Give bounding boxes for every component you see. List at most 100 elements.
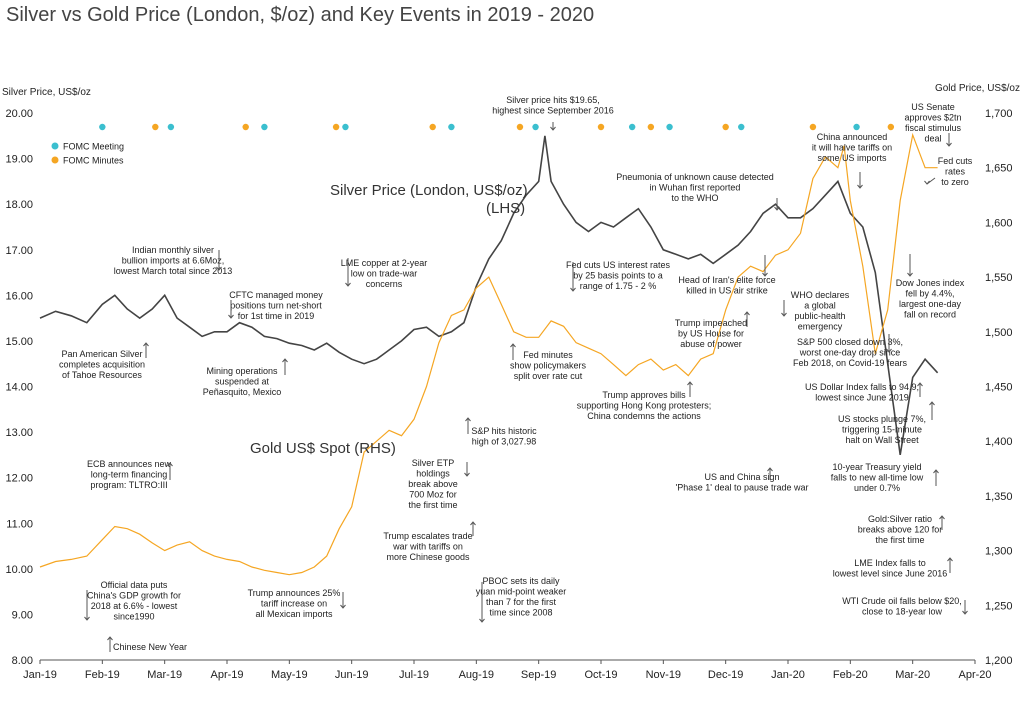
fomc-meeting-dot	[738, 123, 745, 131]
event-arrow-head	[550, 126, 556, 131]
event-annotation: Pan American Silver completes acquisition…	[59, 349, 145, 380]
event-annotation-line: by US House for	[678, 329, 744, 339]
event-arrow-head	[946, 142, 952, 147]
silver-series-label-line1: Silver Price (London, US$/oz)	[330, 182, 528, 199]
fomc-meeting-dot	[532, 123, 539, 131]
event-annotation-line: Fed cuts US interest rates	[566, 260, 671, 270]
x-tick-label: Feb-19	[85, 669, 120, 681]
event-arrow-head	[857, 184, 863, 189]
right-tick-label: 1,400	[985, 436, 1013, 448]
event-annotation-line: a global	[804, 301, 836, 311]
event-arrow-head	[962, 610, 968, 615]
event-annotation-line: Fed minutes	[523, 350, 573, 360]
fomc-minutes-dot	[516, 123, 524, 131]
event-annotation: US Dollar Index falls to 94.9, lowest sin…	[805, 382, 919, 403]
event-annotation-line: by 25 basis points to a	[573, 271, 663, 281]
event-annotation-line: in Wuhan first reported	[650, 183, 741, 193]
event-annotation-line: triggering 15-minute	[842, 425, 922, 435]
event-annotation-line: CFTC managed money	[229, 290, 323, 300]
event-arrow-head	[470, 521, 476, 526]
event-annotation: PBOC sets its daily yuan mid-point weaker…	[476, 576, 567, 618]
event-annotation: China announced it will halve tariffs on s…	[812, 132, 892, 163]
fomc-minutes-dot	[722, 123, 729, 131]
event-annotation-line: fall on record	[904, 310, 956, 320]
right-tick-label: 1,650	[985, 163, 1013, 175]
event-annotation-line: it will halve tariffs on	[812, 143, 892, 153]
event-annotation-line: US Dollar Index falls to 94.9,	[805, 382, 919, 392]
event-annotation-line: China's GDP growth for	[87, 591, 181, 601]
event-annotation-line: highest since September 2016	[492, 106, 614, 116]
event-arrow-head	[479, 618, 485, 623]
event-annotation-line: Official data puts	[101, 580, 168, 590]
event-arrow-head	[774, 206, 780, 211]
event-arrow-head	[781, 312, 787, 317]
event-annotation-line: yuan mid-point weaker	[476, 587, 567, 597]
event-annotation-line: to the WHO	[671, 193, 718, 203]
fomc-meeting-dot	[666, 123, 673, 131]
x-tick-label: May-19	[271, 669, 308, 681]
event-annotation-line: split over rate cut	[514, 371, 583, 381]
event-arrow-head	[345, 282, 351, 287]
right-tick-label: 1,700	[985, 108, 1013, 120]
event-annotation-line: since1990	[113, 612, 154, 622]
event-arrow-head	[917, 382, 923, 387]
event-arrow-head	[924, 180, 930, 185]
event-annotation-line: approves $2tn	[904, 113, 961, 123]
x-tick-label: Oct-19	[584, 669, 617, 681]
event-annotation-line: rates	[945, 167, 966, 177]
left-tick-label: 19.00	[5, 154, 33, 166]
right-tick-label: 1,550	[985, 272, 1013, 284]
event-annotation-line: 2018 at 6.6% - lowest	[91, 601, 178, 611]
event-arrow-head	[570, 287, 576, 292]
event-annotation-line: Head of Iran's elite force	[678, 275, 775, 285]
event-annotation-line: program: TLTRO:III	[90, 480, 167, 490]
event-annotation-line: US and China sign	[704, 472, 779, 482]
event-arrow-head	[687, 381, 693, 386]
event-annotation-line: all Mexican imports	[255, 609, 333, 619]
fomc-meeting-dot	[261, 123, 268, 131]
event-arrow-head	[886, 348, 892, 353]
event-annotation: CFTC managed money positions turn net-sho…	[229, 290, 323, 321]
event-arrow-head	[510, 343, 516, 348]
event-annotation-line: breaks above 120 for	[858, 525, 943, 535]
event-annotation-line: completes acquisition	[59, 360, 145, 370]
fomc-meeting-dot	[99, 123, 106, 131]
event-annotation-line: Pan American Silver	[61, 349, 142, 359]
left-axis-label: Silver Price, US$/oz	[2, 87, 91, 98]
event-arrow-head	[167, 462, 173, 467]
event-annotation-line: the first time	[408, 500, 457, 510]
legend-marker	[51, 142, 59, 150]
fomc-minutes-dot	[887, 123, 895, 131]
event-annotation: 10-year Treasury yield falls to new all-t…	[831, 462, 924, 493]
event-annotation-line: under 0.7%	[854, 483, 900, 493]
event-annotation: US and China sign 'Phase 1' deal to pause…	[675, 472, 808, 493]
event-annotation-line: of Tahoe Resources	[62, 370, 142, 380]
event-annotation-line: fell by 4.4%,	[905, 289, 954, 299]
event-annotation: Trump impeached by US House for abuse of p…	[675, 318, 747, 349]
event-arrow-head	[939, 515, 945, 520]
event-annotation-line: bullion imports at 6.6Moz,	[122, 256, 225, 266]
event-annotation: WHO declares a global public-health emergen…	[791, 290, 850, 332]
event-annotation-line: tariff increase on	[261, 599, 327, 609]
event-annotation-line: lowest level since June 2016	[833, 569, 948, 579]
event-annotation-line: China condemns the actions	[587, 411, 701, 421]
event-annotation-line: ECB announces new	[87, 459, 172, 469]
event-annotation-line: abuse of power	[680, 339, 742, 349]
event-annotation-line: China announced	[817, 132, 888, 142]
event-annotation-line: close to 18-year low	[862, 607, 943, 617]
event-annotation-line: some US imports	[817, 153, 887, 163]
event-annotation-line: deal	[924, 134, 941, 144]
event-annotation-line: worst one-day drop since	[799, 348, 901, 358]
left-tick-label: 9.00	[12, 609, 33, 621]
right-tick-label: 1,300	[985, 546, 1013, 558]
event-annotation-line: Gold:Silver ratio	[868, 514, 932, 524]
event-annotation-line: positions turn net-short	[230, 301, 322, 311]
event-annotation-line: than 7 for the first	[486, 597, 557, 607]
event-annotation-line: WHO declares	[791, 290, 850, 300]
event-annotation: Silver ETP holdings break above 700 Moz for…	[408, 458, 458, 510]
event-annotation-line: Dow Jones index	[896, 278, 965, 288]
event-annotation-line: Feb 2018, on Covid-19 fears	[793, 358, 908, 368]
x-tick-label: Jan-19	[23, 669, 57, 681]
fomc-minutes-dot	[647, 123, 655, 131]
